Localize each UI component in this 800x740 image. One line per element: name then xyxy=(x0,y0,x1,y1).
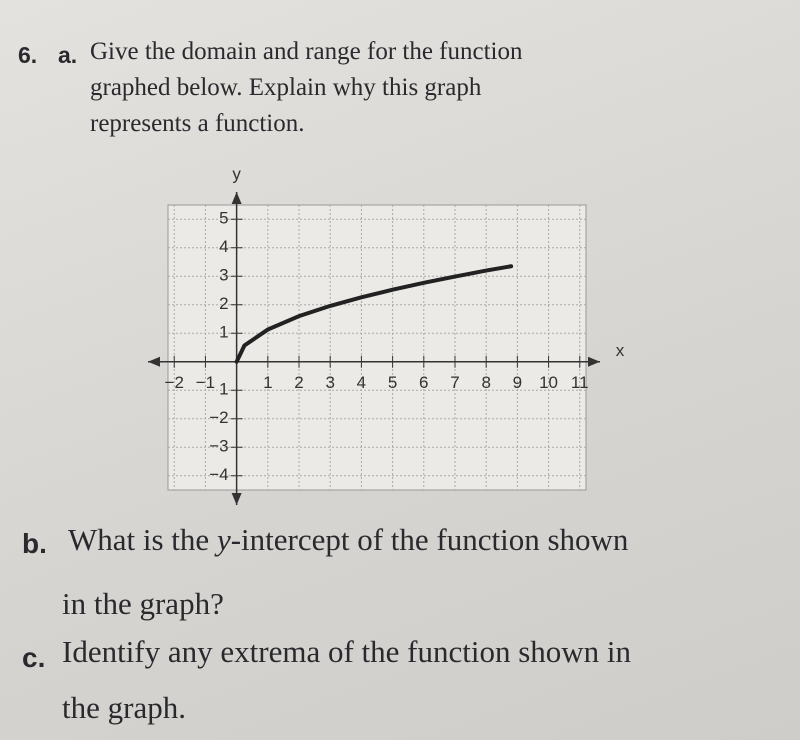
x-tick-label: 6 xyxy=(419,373,428,392)
y-tick-label: 1 xyxy=(219,323,228,342)
text-line: represents a function. xyxy=(90,110,305,137)
y-tick-label: −3 xyxy=(209,437,228,456)
text: What is the xyxy=(68,522,217,557)
text-line: the graph. xyxy=(62,690,186,725)
x-tick-label: −1 xyxy=(196,373,215,392)
axis-label: x xyxy=(616,341,625,360)
text-line: graphed below. Explain why this graph xyxy=(90,74,482,101)
part-label: a. xyxy=(58,42,78,68)
x-tick-label: 11 xyxy=(571,373,589,392)
y-tick-label: 3 xyxy=(219,266,228,285)
x-tick-label: 4 xyxy=(357,373,366,392)
part-label: c. xyxy=(22,642,46,673)
y-tick-label: 2 xyxy=(219,294,228,313)
part-label: b. xyxy=(22,528,47,559)
text: -intercept of the function shown xyxy=(230,522,629,557)
x-tick-label: 10 xyxy=(539,373,558,392)
y-tick-label: 1 xyxy=(219,380,228,399)
curve xyxy=(234,264,514,364)
text-line: Identify any extrema of the function sho… xyxy=(62,634,632,669)
x-tick-label: 5 xyxy=(388,373,397,392)
x-tick-label: 3 xyxy=(325,373,334,392)
grid-frame xyxy=(167,204,587,491)
x-tick-label: 8 xyxy=(481,373,490,392)
x-tick-label: 1 xyxy=(263,373,272,392)
x-tick-label: 9 xyxy=(513,373,522,392)
y-tick-label: 5 xyxy=(219,209,228,228)
text: y xyxy=(216,522,231,557)
y-tick-label: −4 xyxy=(209,465,228,484)
axis-label: y xyxy=(232,164,241,183)
x-tick-label: 7 xyxy=(450,373,459,392)
text-line: in the graph? xyxy=(62,586,224,621)
x-tick-label: 2 xyxy=(294,373,303,392)
y-tick-label: 4 xyxy=(219,237,228,256)
y-tick-label: −2 xyxy=(209,408,228,427)
text-line: Give the domain and range for the functi… xyxy=(90,38,523,65)
text-line: What is the y-intercept of the function … xyxy=(68,522,628,558)
x-tick-label: −2 xyxy=(165,373,184,392)
question-number: 6. xyxy=(18,42,38,68)
